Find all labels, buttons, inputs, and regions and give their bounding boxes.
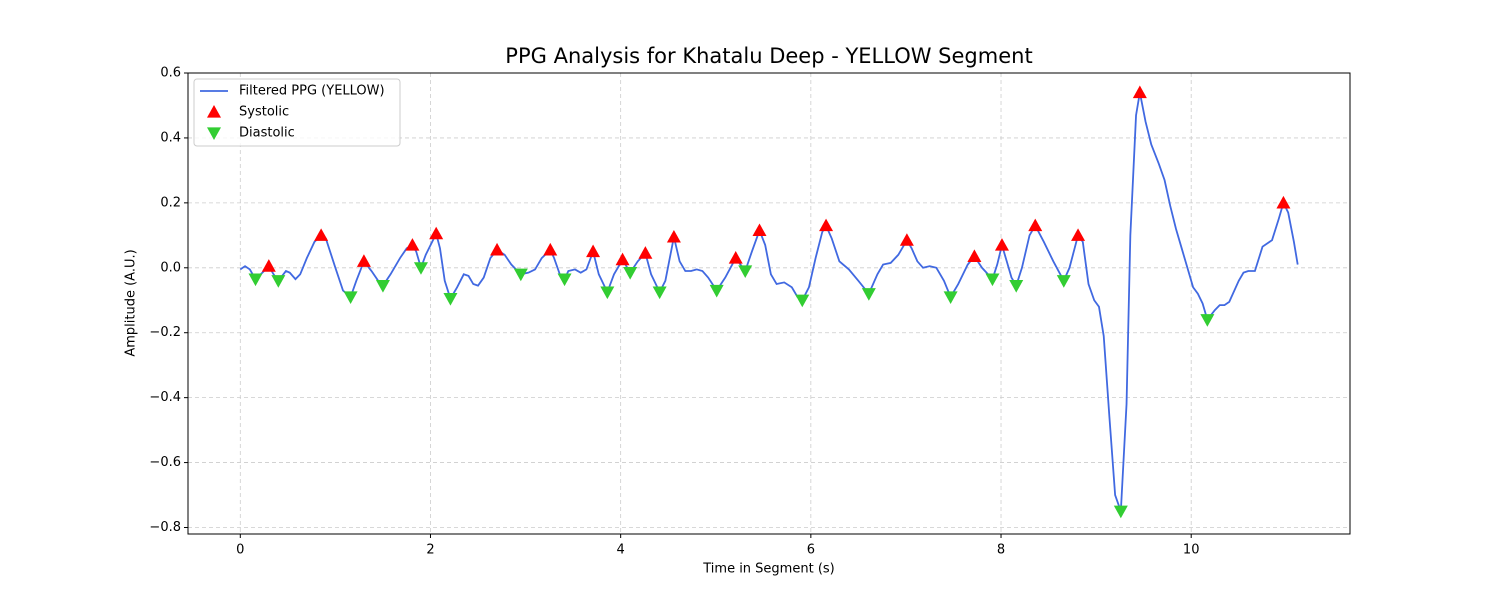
legend: Filtered PPG (YELLOW) Systolic Diastolic — [193, 78, 401, 147]
diastolic-marker — [861, 288, 876, 301]
diastolic-marker — [443, 293, 458, 306]
diastolic-marker — [943, 291, 958, 305]
diastolic-marker — [557, 273, 572, 287]
systolic-marker — [666, 229, 681, 243]
y-tick-label: −0.6 — [149, 455, 181, 470]
systolic-marker — [490, 242, 505, 256]
y-axis-label: Amplitude (A.U.) — [124, 249, 139, 356]
diastolic-marker — [343, 291, 358, 305]
y-tick-label: 0.0 — [160, 260, 181, 275]
legend-label: Filtered PPG (YELLOW) — [239, 84, 385, 99]
systolic-marker — [1276, 195, 1291, 209]
systolic-marker — [314, 228, 329, 241]
diastolic-marker — [623, 267, 638, 280]
systolic-marker — [819, 218, 834, 232]
systolic-marker — [1071, 228, 1086, 241]
x-tick-label: 8 — [997, 543, 1005, 558]
diastolic-marker — [709, 284, 724, 298]
systolic-marker — [615, 252, 630, 266]
systolic-marker — [1132, 85, 1147, 99]
diastolic-marker — [1009, 280, 1024, 293]
diastolic-marker — [600, 286, 615, 300]
systolic-marker — [356, 254, 371, 267]
x-tick-label: 0 — [236, 543, 244, 558]
systolic-marker — [261, 259, 276, 272]
plot-frame — [187, 72, 1351, 535]
x-axis-label: Time in Segment (s) — [702, 562, 834, 577]
diastolic-marker — [375, 280, 390, 293]
diastolic-marker — [985, 273, 1000, 287]
systolic-marker — [638, 246, 653, 259]
x-tick-label: 10 — [1183, 543, 1200, 558]
diastolic-marker — [795, 294, 810, 308]
chart-title: PPG Analysis for Khatalu Deep - YELLOW S… — [505, 44, 1032, 68]
diastolic-marker — [413, 262, 428, 275]
systolic-marker — [899, 233, 914, 246]
diastolic-marker — [738, 265, 753, 279]
y-tick-label: −0.8 — [149, 520, 181, 535]
systolic-marker — [752, 223, 767, 237]
systolic-marker — [994, 238, 1009, 251]
y-tick-label: −0.2 — [149, 325, 181, 340]
y-tick-label: 0.2 — [160, 195, 181, 210]
legend-swatch — [207, 127, 221, 140]
diastolic-marker — [271, 275, 286, 288]
diastolic-marker — [652, 286, 667, 300]
legend-swatch — [207, 105, 221, 118]
systolic-marker — [1028, 218, 1043, 232]
systolic-marker — [967, 249, 982, 263]
legend-box — [193, 78, 401, 147]
systolic-marker — [405, 238, 420, 251]
y-tick-label: −0.4 — [149, 390, 181, 405]
diastolic-marker — [513, 268, 528, 282]
x-tick-label: 4 — [617, 543, 625, 558]
legend-label: Diastolic — [239, 126, 295, 141]
systolic-marker — [429, 226, 444, 240]
diastolic-marker — [1200, 314, 1215, 327]
x-tick-label: 6 — [807, 543, 815, 558]
diastolic-marker — [248, 273, 263, 287]
systolic-marker — [728, 251, 743, 264]
systolic-marker — [543, 242, 558, 256]
y-tick-label: 0.6 — [160, 66, 181, 81]
legend-label: Systolic — [239, 105, 289, 120]
diastolic-marker — [1113, 505, 1128, 519]
systolic-marker — [586, 244, 601, 258]
diastolic-marker — [1056, 275, 1071, 288]
ppg-line — [239, 92, 1299, 512]
y-tick-label: 0.4 — [160, 130, 181, 145]
x-tick-label: 2 — [426, 543, 434, 558]
